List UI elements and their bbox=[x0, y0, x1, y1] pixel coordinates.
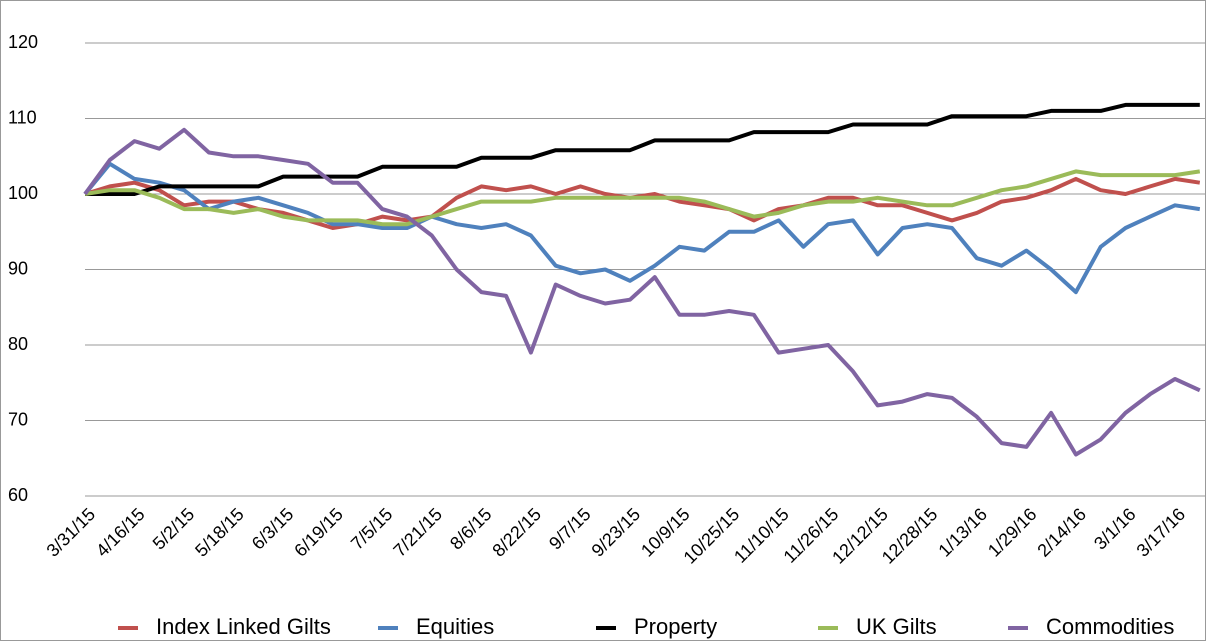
legend-label: Commodities bbox=[1046, 614, 1174, 639]
y-tick-label: 70 bbox=[8, 409, 28, 429]
y-tick-label: 80 bbox=[8, 334, 28, 354]
y-tick-label: 60 bbox=[8, 485, 28, 505]
series-line bbox=[85, 102, 1200, 196]
legend-label: Index Linked Gilts bbox=[156, 614, 331, 639]
y-tick-label: 120 bbox=[8, 32, 38, 52]
y-tick-label: 90 bbox=[8, 258, 28, 278]
series-line bbox=[84, 169, 1201, 227]
legend-label: Property bbox=[634, 614, 717, 639]
legend-label: UK Gilts bbox=[856, 614, 937, 639]
y-tick-label: 110 bbox=[8, 107, 37, 127]
legend-label: Equities bbox=[416, 614, 494, 639]
series-line bbox=[83, 127, 1201, 457]
series-line bbox=[83, 161, 1201, 295]
y-tick-label: 100 bbox=[8, 183, 38, 203]
